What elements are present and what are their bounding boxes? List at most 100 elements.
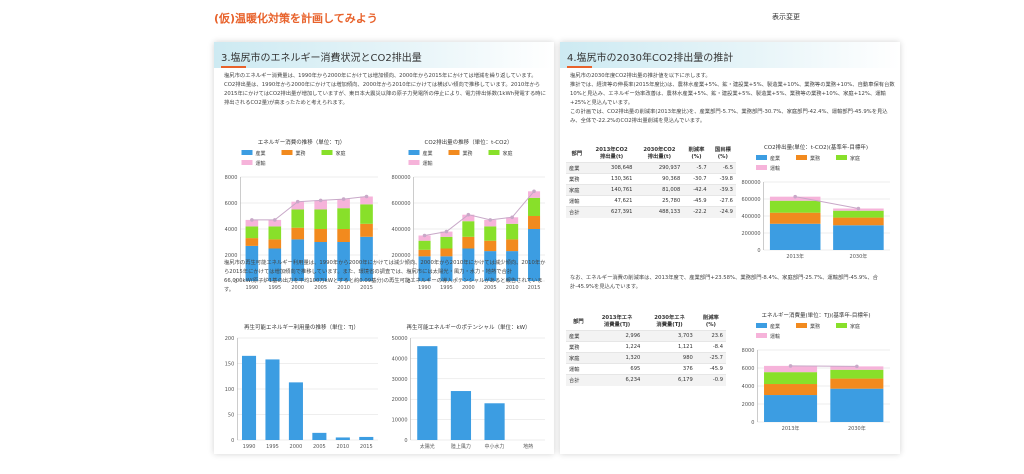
bar-segment — [337, 199, 350, 209]
total-point — [532, 189, 536, 194]
y-tick-label: 50 — [228, 413, 234, 419]
total-point — [364, 194, 369, 199]
x-tick-label: 中小水力 — [485, 443, 505, 450]
bar-segment — [462, 214, 475, 222]
bar-segment — [360, 223, 373, 237]
legend-label: 業務 — [810, 323, 820, 330]
legend-label: 家庭 — [503, 150, 513, 157]
bar-segment — [462, 221, 475, 237]
legend-swatch — [836, 155, 847, 160]
legend-swatch — [756, 323, 767, 328]
table-cell: -25.7 — [695, 352, 726, 364]
total-point — [444, 229, 449, 234]
x-tick-label: 2005 — [314, 285, 327, 291]
bar-segment — [360, 204, 373, 224]
x-tick-label: 2000 — [290, 444, 303, 450]
bar-segment — [418, 256, 431, 281]
x-tick-label: 1995 — [266, 444, 279, 450]
table-cell: -22.2 — [683, 206, 710, 218]
table-cell: 81,008 — [635, 184, 684, 196]
bar-segment — [506, 223, 519, 240]
x-tick-label: 太陽光 — [420, 443, 435, 450]
legend-swatch — [488, 150, 500, 155]
total-point — [466, 212, 471, 217]
total-point — [273, 218, 277, 222]
bar-segment — [462, 236, 475, 249]
x-tick-label: 2010 — [506, 285, 519, 291]
table-cell: -39.3 — [709, 184, 736, 196]
bar-segment — [484, 240, 497, 252]
chart-title: CO2排出量の推移（単位：t-CO2） — [425, 138, 513, 146]
y-tick-label: 6000 — [742, 366, 755, 372]
legend-swatch — [321, 150, 333, 155]
x-tick-label: 陸上風力 — [451, 443, 471, 450]
bar-segment — [769, 212, 821, 224]
table-row-label: 合計 — [566, 206, 588, 218]
co2-table-header-3: 削減率 (%) — [688, 147, 705, 160]
total-point — [295, 199, 300, 204]
y-tick-label: 100 — [225, 387, 235, 393]
table-cell: 980 — [643, 352, 696, 364]
total-point — [855, 364, 859, 369]
chart-title: エネルギー消費量(単位：TJ)(基準年-目標年) — [761, 311, 870, 319]
table-cell: -6.5 — [709, 162, 736, 174]
bar-segment — [337, 208, 350, 229]
y-tick-label: 0 — [407, 279, 410, 285]
table-cell: 90,368 — [635, 173, 684, 185]
legend-label: 家庭 — [850, 155, 860, 162]
bar — [288, 382, 303, 440]
co2-table-header-1: 2013年CO2 排出量(t) — [595, 147, 628, 160]
chart-co2-forecast: CO2排出量(単位：t-CO2)(基準年-目標年) 産業 業務 家庭 運輸 0 200000… — [736, 140, 896, 264]
bar-segment — [268, 248, 282, 281]
bar-segment — [769, 223, 821, 250]
chart-renewable-potential-svg: 再生可能エネルギーのポテンシャル（単位：kW） 0 10000 20000 30000 4… — [392, 323, 545, 450]
table-cell: -42.4 — [683, 184, 710, 196]
total-point — [510, 215, 514, 220]
legend-label: 産業 — [423, 150, 433, 157]
bar-segment — [528, 191, 541, 198]
bar-segment — [506, 217, 519, 224]
bar-segment — [337, 229, 350, 242]
total-point — [422, 233, 427, 238]
table-cell: 6,179 — [643, 374, 696, 386]
y-tick-label: 400000 — [742, 214, 761, 220]
table-row-label: 産業 — [566, 330, 591, 342]
x-tick-label: 2030年 — [848, 425, 866, 432]
y-tick-label: 0 — [404, 438, 407, 444]
table-row: 産業 308,648 290,937 -5.7 -6.5 — [566, 162, 736, 174]
bar-segment — [830, 369, 884, 379]
legend-label: 家庭 — [850, 323, 860, 330]
table-cell: 3,703 — [643, 330, 696, 342]
display-toggle-link[interactable]: 表示変更 — [772, 13, 800, 21]
co2-table-header-4: 国目標 (%) — [714, 147, 731, 160]
page-title: (仮)温暖化対策を計画してみよう — [214, 12, 378, 25]
y-tick-label: 0 — [757, 248, 760, 254]
total-line — [251, 196, 367, 221]
legend-swatch — [756, 333, 767, 338]
table-cell: 25,780 — [635, 195, 684, 207]
bar-segment — [337, 242, 350, 281]
bar-segment — [528, 229, 541, 281]
bar-segment — [484, 226, 497, 241]
left-panel-title: 3.塩尻市のエネルギー消費状況とCO2排出量 — [221, 53, 422, 64]
energy-table-header-3: 削減率 (%) — [702, 315, 719, 328]
energy-table-header-2: 2030年エネ 消費量(TJ) — [654, 315, 685, 328]
table-row: 家庭 1,320 980 -25.7 — [566, 352, 726, 364]
table-row-label: 運輸 — [566, 195, 588, 207]
co2-table: 部門 2013年CO2 排出量(t) 2030年CO2 排出量(t) 削減率 (%) 国… — [566, 146, 736, 218]
table-cell: -8.4 — [695, 341, 726, 353]
bar-segment — [830, 378, 884, 389]
x-tick-label: 2010 — [336, 444, 349, 450]
bar — [359, 436, 374, 440]
table-cell: -27.6 — [709, 195, 736, 207]
chart-energy-history: エネルギー消費の推移（単位：TJ） 産業 業務 家庭 運輸 0 2000 4000 6000 80… — [219, 135, 384, 295]
bar-segment — [764, 384, 818, 396]
table-cell: 140,761 — [587, 184, 636, 196]
bar-segment — [291, 227, 305, 240]
table-row-label: 家庭 — [566, 184, 588, 196]
bar-segment — [291, 239, 305, 281]
bar-segment — [769, 200, 821, 213]
y-tick-label: 200000 — [742, 231, 761, 237]
